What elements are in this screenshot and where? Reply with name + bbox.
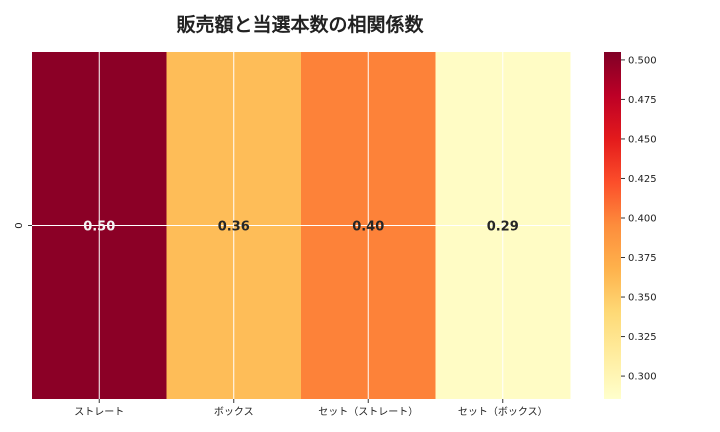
colorbar-tick-label: 0.500 bbox=[628, 55, 657, 66]
colorbar bbox=[604, 52, 621, 399]
chart-title: 販売額と当選本数の相関係数 bbox=[176, 14, 424, 36]
x-tick-label: セット（ストレート） bbox=[318, 406, 418, 418]
colorbar-tick-label: 0.425 bbox=[628, 174, 657, 185]
colorbar-tick-label: 0.450 bbox=[628, 134, 657, 145]
colorbar-tick-label: 0.400 bbox=[628, 213, 657, 224]
colorbar-tick-label: 0.325 bbox=[628, 332, 657, 343]
x-tick-label: ストレート bbox=[74, 407, 124, 418]
colorbar-tick-label: 0.375 bbox=[628, 253, 657, 264]
cell-annotation: 0.50 bbox=[83, 220, 115, 235]
cell-annotation: 0.40 bbox=[352, 220, 384, 235]
colorbar-tick-label: 0.475 bbox=[628, 95, 657, 106]
y-tick-label: 0 bbox=[14, 222, 25, 228]
cell-annotation: 0.36 bbox=[218, 220, 250, 235]
colorbar-tick-label: 0.300 bbox=[628, 372, 657, 383]
colorbar-tick-label: 0.350 bbox=[628, 293, 657, 304]
x-tick-label: ボックス bbox=[214, 406, 254, 418]
x-tick-label: セット（ボックス） bbox=[458, 406, 548, 418]
cell-annotation: 0.29 bbox=[487, 220, 519, 235]
